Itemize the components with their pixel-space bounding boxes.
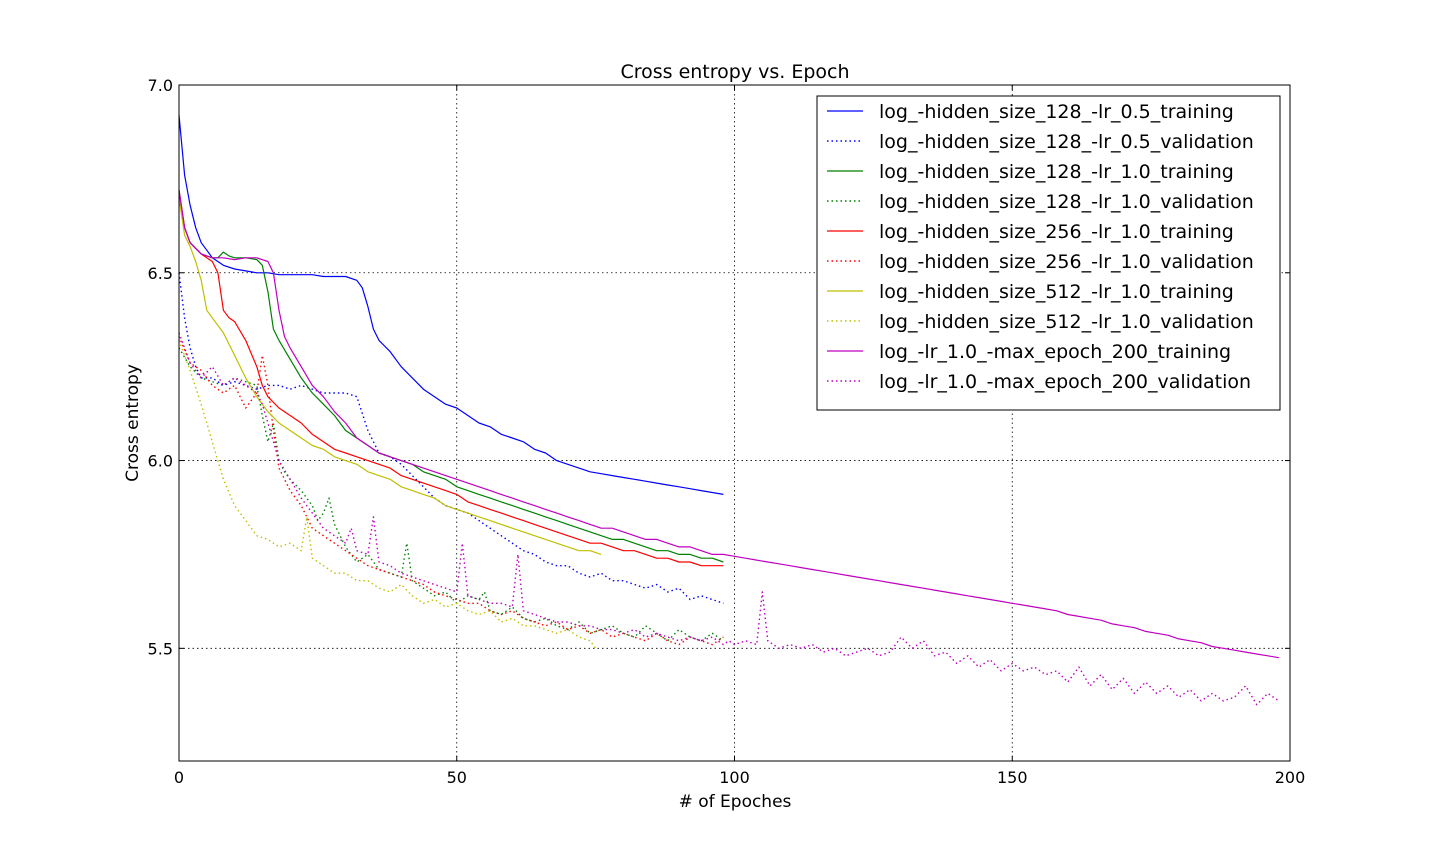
y-tick-label: 6.5: [148, 264, 173, 283]
legend-label: log_-lr_1.0_-max_epoch_200_validation: [879, 371, 1251, 393]
x-tick-label: 50: [447, 768, 467, 787]
y-axis-label: Cross entropy: [123, 364, 143, 482]
series-line-9: [178, 190, 1280, 659]
y-tick-label: 7.0: [148, 76, 173, 95]
legend-label: log_-hidden_size_256_-lr_1.0_validation: [879, 251, 1254, 273]
plot-series: [178, 114, 1280, 706]
x-tick-label: 0: [174, 768, 184, 787]
chart-title: Cross entropy vs. Epoch: [620, 61, 849, 83]
x-tick-label: 150: [997, 768, 1028, 787]
y-tick-label: 6.0: [148, 452, 173, 471]
series-line-5: [178, 190, 724, 567]
axis-ticks: 0 50 100 150 200 5.5 6.0 6.5 7.0: [148, 76, 1306, 787]
legend-label: log_-lr_1.0_-max_epoch_200_training: [879, 341, 1231, 363]
series-line-4: [178, 347, 724, 642]
legend: log_-hidden_size_128_-lr_0.5_traininglog…: [816, 95, 1281, 411]
series-line-7: [178, 197, 602, 555]
x-axis-label: # of Epoches: [679, 792, 792, 812]
legend-label: log_-hidden_size_128_-lr_0.5_training: [879, 101, 1234, 123]
legend-box: [816, 95, 1281, 411]
legend-label: log_-hidden_size_128_-lr_1.0_training: [879, 161, 1234, 183]
series-line-6: [178, 336, 724, 646]
x-tick-label: 100: [719, 768, 750, 787]
legend-label: log_-hidden_size_512_-lr_1.0_validation: [879, 311, 1254, 333]
y-tick-label: 5.5: [148, 639, 173, 658]
series-line-1: [178, 114, 724, 495]
legend-label: log_-hidden_size_128_-lr_0.5_validation: [879, 131, 1254, 153]
legend-label: log_-hidden_size_128_-lr_1.0_validation: [879, 191, 1254, 213]
series-line-8: [178, 340, 597, 649]
series-line-3: [178, 190, 724, 563]
legend-label: log_-hidden_size_512_-lr_1.0_training: [879, 281, 1234, 303]
legend-label: log_-hidden_size_256_-lr_1.0_training: [879, 221, 1234, 243]
x-tick-label: 200: [1275, 768, 1306, 787]
